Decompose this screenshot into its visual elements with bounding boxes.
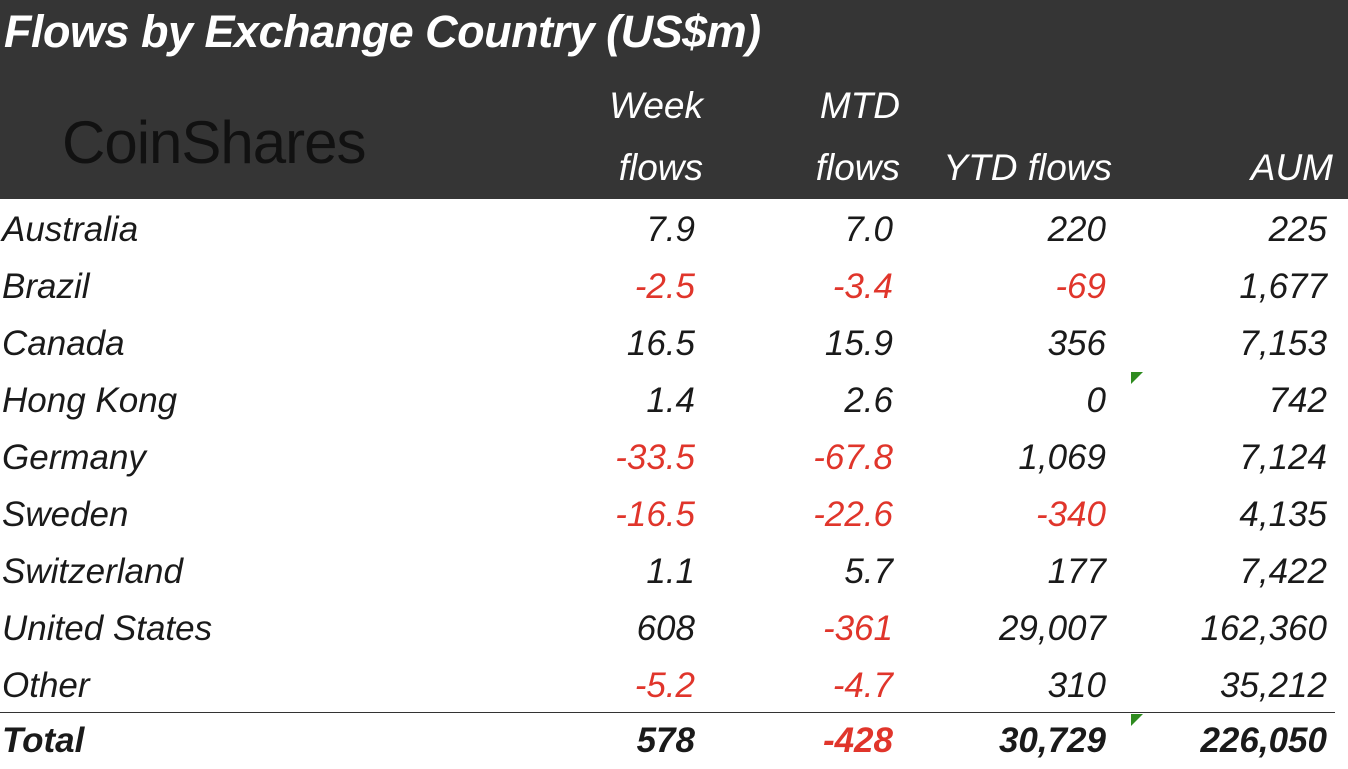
total-row: Total 578 -428 30,729 226,050 (0, 712, 1348, 769)
col-mtd-line2: flows (815, 147, 900, 188)
mtd-flows-cell: -361 (822, 609, 893, 648)
country-cell: Brazil (2, 267, 90, 306)
country-cell: Australia (2, 210, 139, 249)
total-aum: 226,050 (1200, 721, 1327, 760)
table-row: Australia 7.9 7.0 220 225 (0, 201, 1348, 258)
country-cell: Switzerland (2, 552, 183, 591)
country-cell: United States (2, 609, 213, 648)
week-flows-cell: 1.1 (646, 552, 695, 591)
country-cell: Germany (2, 438, 146, 477)
total-mtd: -428 (822, 721, 893, 760)
col-ytd: YTD flows (943, 147, 1112, 188)
country-cell: Sweden (2, 495, 129, 534)
ytd-flows-cell: 177 (1047, 552, 1106, 591)
cell-note-marker (1131, 372, 1143, 384)
ytd-flows-cell: 220 (1047, 210, 1106, 249)
ytd-flows-cell: -340 (1035, 495, 1106, 534)
col-week-line2: flows (618, 147, 703, 188)
aum-cell: 742 (1268, 381, 1327, 420)
total-week: 578 (636, 721, 695, 760)
aum-cell: 35,212 (1219, 666, 1327, 705)
aum-cell: 1,677 (1239, 267, 1327, 306)
ytd-flows-cell: -69 (1055, 267, 1106, 306)
aum-cell: 4,135 (1239, 495, 1327, 534)
mtd-flows-cell: -4.7 (832, 666, 893, 705)
country-cell: Hong Kong (2, 381, 178, 420)
page-title: Flows by Exchange Country (US$m) (4, 6, 761, 57)
col-week-line1: Week (609, 85, 703, 126)
ytd-flows-cell: 1,069 (1018, 438, 1106, 477)
table-row: Hong Kong 1.4 2.6 0 742 (0, 372, 1348, 429)
week-flows-cell: -5.2 (634, 666, 695, 705)
aum-cell: 7,422 (1239, 552, 1327, 591)
mtd-flows-cell: 5.7 (844, 552, 893, 591)
ytd-flows-cell: 29,007 (998, 609, 1106, 648)
table-row: Sweden -16.5 -22.6 -340 4,135 (0, 486, 1348, 543)
table-row: Switzerland 1.1 5.7 177 7,422 (0, 543, 1348, 600)
table-header: Flows by Exchange Country (US$m) CoinSha… (0, 0, 1348, 199)
cell-note-marker (1131, 714, 1143, 726)
aum-cell: 225 (1268, 210, 1327, 249)
aum-cell: 7,124 (1239, 438, 1327, 477)
table-row: Germany -33.5 -67.8 1,069 7,124 (0, 429, 1348, 486)
table-row: United States 608 -361 29,007 162,360 (0, 600, 1348, 657)
table-row: Canada 16.5 15.9 356 7,153 (0, 315, 1348, 372)
country-cell: Canada (2, 324, 125, 363)
country-cell: Other (2, 666, 90, 705)
aum-cell: 162,360 (1200, 609, 1327, 648)
week-flows-cell: -33.5 (615, 438, 695, 477)
total-ytd: 30,729 (998, 721, 1106, 760)
table-row: Other -5.2 -4.7 310 35,212 (0, 657, 1348, 714)
week-flows-cell: -16.5 (615, 495, 695, 534)
col-mtd-line1: MTD (819, 85, 900, 126)
week-flows-cell: 1.4 (646, 381, 695, 420)
ytd-flows-cell: 310 (1047, 666, 1106, 705)
week-flows-cell: 7.9 (646, 210, 695, 249)
ytd-flows-cell: 356 (1047, 324, 1106, 363)
aum-cell: 7,153 (1239, 324, 1327, 363)
mtd-flows-cell: 15.9 (824, 324, 893, 363)
week-flows-cell: 16.5 (626, 324, 695, 363)
mtd-flows-cell: 7.0 (844, 210, 893, 249)
total-divider (0, 712, 1335, 713)
mtd-flows-cell: -22.6 (813, 495, 893, 534)
coinshares-logo: CoinShares (62, 109, 367, 176)
week-flows-cell: 608 (636, 609, 695, 648)
table-row: Brazil -2.5 -3.4 -69 1,677 (0, 258, 1348, 315)
mtd-flows-cell: 2.6 (844, 381, 893, 420)
total-label: Total (2, 721, 85, 760)
ytd-flows-cell: 0 (1086, 381, 1106, 420)
mtd-flows-cell: -67.8 (813, 438, 893, 477)
mtd-flows-cell: -3.4 (832, 267, 893, 306)
col-aum: AUM (1250, 147, 1333, 188)
week-flows-cell: -2.5 (634, 267, 695, 306)
